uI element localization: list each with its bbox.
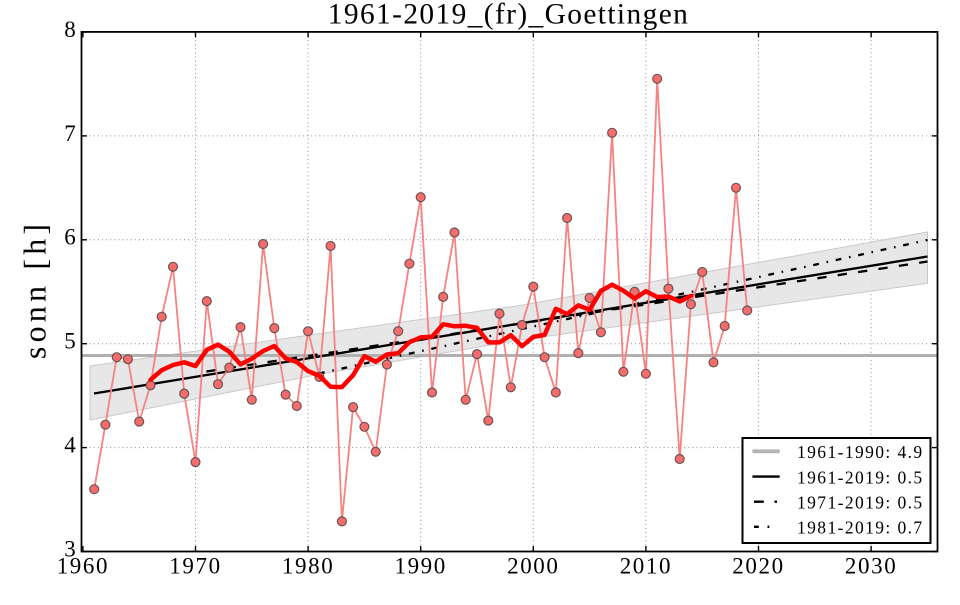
svg-text:1971-2019: 0.5: 1971-2019: 0.5 xyxy=(797,492,924,512)
svg-text:1961-2019: 0.5: 1961-2019: 0.5 xyxy=(797,467,924,487)
svg-text:7: 7 xyxy=(64,121,76,146)
svg-text:6: 6 xyxy=(64,225,76,250)
svg-text:1960: 1960 xyxy=(57,554,109,579)
svg-text:4: 4 xyxy=(64,433,76,458)
svg-text:2020: 2020 xyxy=(732,554,784,579)
svg-text:3: 3 xyxy=(64,536,76,561)
svg-text:8: 8 xyxy=(64,17,76,42)
svg-text:1980: 1980 xyxy=(282,554,334,579)
svg-text:1961-2019_(fr)_Goettingen: 1961-2019_(fr)_Goettingen xyxy=(328,0,689,31)
svg-text:5: 5 xyxy=(64,329,76,354)
svg-text:2000: 2000 xyxy=(507,554,559,579)
svg-text:2010: 2010 xyxy=(620,554,672,579)
svg-text:1961-1990: 4.9: 1961-1990: 4.9 xyxy=(797,442,924,462)
svg-text:1981-2019: 0.7: 1981-2019: 0.7 xyxy=(797,517,924,537)
svg-text:1990: 1990 xyxy=(394,554,446,579)
svg-text:sonn [h]: sonn [h] xyxy=(17,220,53,359)
svg-text:2030: 2030 xyxy=(845,554,897,579)
svg-text:1970: 1970 xyxy=(169,554,221,579)
